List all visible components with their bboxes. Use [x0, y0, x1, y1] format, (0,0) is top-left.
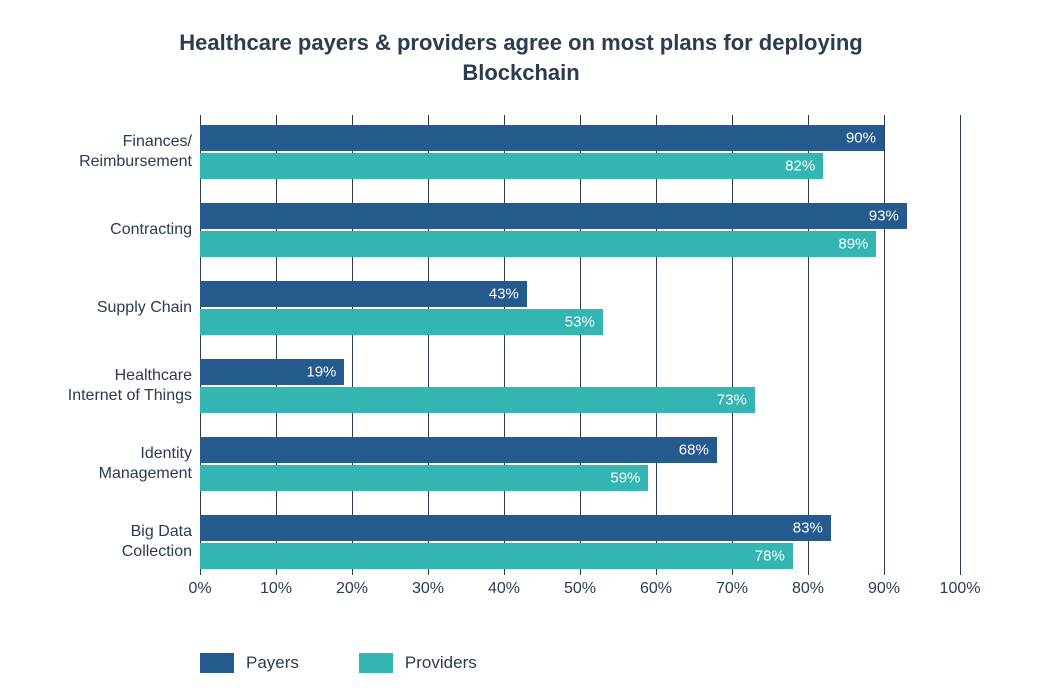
gridline: [504, 115, 505, 575]
bar-providers: 73%: [200, 387, 755, 413]
chart-container: Healthcare payers & providers agree on m…: [0, 0, 1042, 695]
legend-swatch: [200, 653, 234, 673]
legend: Payers Providers: [200, 653, 477, 673]
category-label-line: Supply Chain: [50, 298, 192, 318]
legend-label: Payers: [246, 653, 299, 673]
bar-value-label: 90%: [846, 130, 876, 147]
gridline: [428, 115, 429, 575]
x-tick-label: 10%: [260, 580, 292, 598]
category-label-line: Big Data: [50, 522, 192, 542]
bar-providers: 89%: [200, 231, 876, 257]
x-tick-label: 90%: [868, 580, 900, 598]
x-tick-label: 80%: [792, 580, 824, 598]
bar-payers: 68%: [200, 437, 717, 463]
x-tick-label: 60%: [640, 580, 672, 598]
bar-payers: 83%: [200, 515, 831, 541]
bar-value-label: 53%: [565, 314, 595, 331]
category-label: Finances/Reimbursement: [50, 125, 192, 179]
chart-title: Healthcare payers & providers agree on m…: [161, 28, 881, 87]
bar-value-label: 78%: [755, 548, 785, 565]
bar-providers: 78%: [200, 543, 793, 569]
legend-item-payers: Payers: [200, 653, 299, 673]
category-label: HealthcareInternet of Things: [50, 359, 192, 413]
legend-item-providers: Providers: [359, 653, 477, 673]
x-tick-label: 50%: [564, 580, 596, 598]
gridline: [732, 115, 733, 575]
bar-providers: 59%: [200, 465, 648, 491]
category-label-line: Reimbursement: [50, 152, 192, 172]
bar-value-label: 93%: [869, 208, 899, 225]
plot-area: 0%10%20%30%40%50%60%70%80%90%100%Finance…: [200, 115, 960, 575]
category-label: IdentityManagement: [50, 437, 192, 491]
bar-payers: 90%: [200, 125, 884, 151]
gridline: [276, 115, 277, 575]
category-label-line: Collection: [50, 542, 192, 562]
bar-value-label: 89%: [838, 236, 868, 253]
x-tick-label: 70%: [716, 580, 748, 598]
bar-value-label: 73%: [717, 392, 747, 409]
legend-swatch: [359, 653, 393, 673]
bar-payers: 43%: [200, 281, 527, 307]
category-label: Contracting: [50, 203, 192, 257]
gridline: [960, 115, 961, 575]
category-label-line: Identity: [50, 444, 192, 464]
gridline: [656, 115, 657, 575]
bar-value-label: 83%: [793, 520, 823, 537]
x-tick-label: 0%: [188, 580, 211, 598]
category-label-line: Healthcare: [50, 366, 192, 386]
legend-label: Providers: [405, 653, 477, 673]
bar-value-label: 43%: [489, 286, 519, 303]
bar-value-label: 19%: [306, 364, 336, 381]
gridline: [884, 115, 885, 575]
gridline: [200, 115, 201, 575]
bar-providers: 82%: [200, 153, 823, 179]
x-tick-label: 20%: [336, 580, 368, 598]
bar-providers: 53%: [200, 309, 603, 335]
category-label-line: Contracting: [50, 220, 192, 240]
gridline: [352, 115, 353, 575]
bar-value-label: 82%: [785, 158, 815, 175]
bar-payers: 93%: [200, 203, 907, 229]
bar-value-label: 68%: [679, 442, 709, 459]
category-label-line: Management: [50, 464, 192, 484]
gridline: [580, 115, 581, 575]
x-tick-label: 30%: [412, 580, 444, 598]
category-label-line: Finances/: [50, 132, 192, 152]
gridline: [808, 115, 809, 575]
category-label: Big DataCollection: [50, 515, 192, 569]
bar-value-label: 59%: [610, 470, 640, 487]
x-tick-label: 40%: [488, 580, 520, 598]
bar-payers: 19%: [200, 359, 344, 385]
x-tick-label: 100%: [940, 580, 981, 598]
category-label-line: Internet of Things: [50, 386, 192, 406]
category-label: Supply Chain: [50, 281, 192, 335]
